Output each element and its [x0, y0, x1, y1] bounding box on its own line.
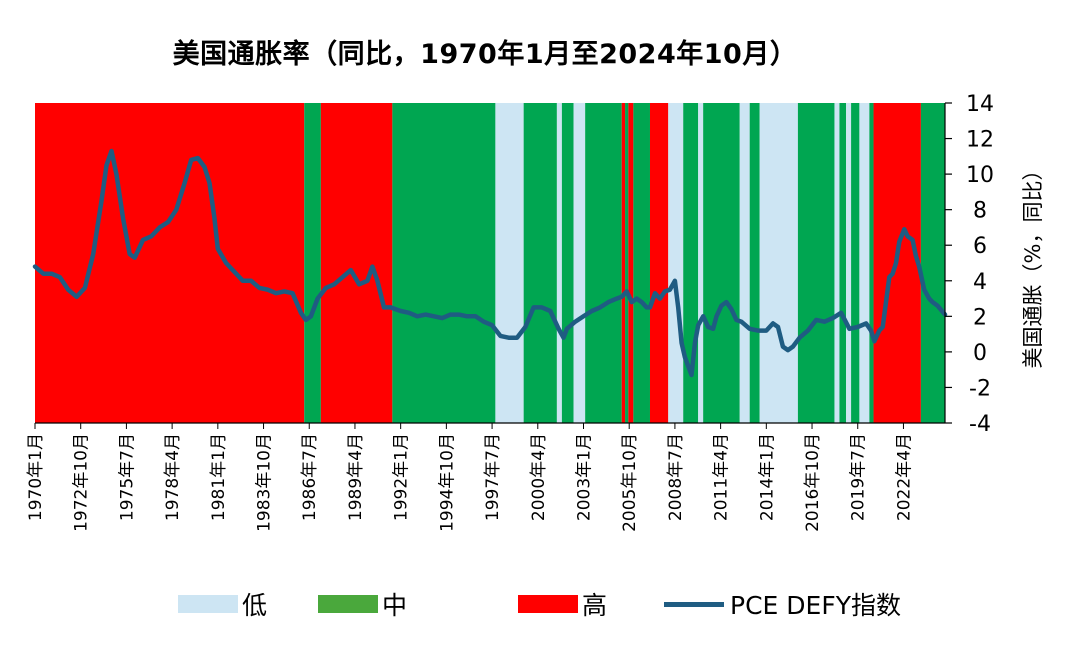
x-tick-label: 1992年1月: [392, 433, 412, 521]
x-tick-label: 2019年7月: [849, 433, 869, 521]
x-axis: 1970年1月 1972年10月 1975年7月 1978年4月 1981年1月 1983…: [26, 422, 945, 532]
regime-band-23: [834, 103, 840, 423]
legend-item-mid: 中: [318, 586, 407, 622]
regime-band-28: [869, 103, 874, 423]
x-tick-label: 2000年4月: [529, 433, 549, 521]
regime-band-27: [859, 103, 870, 423]
x-tick-label: 2022年4月: [894, 433, 914, 521]
x-tick-label: 2011年4月: [712, 433, 732, 521]
pce-line-group: [32, 148, 948, 378]
regime-band-7: [561, 103, 574, 423]
regime-band-19: [739, 103, 750, 423]
regime-band-22: [797, 103, 835, 423]
x-tick-label: 1994年10月: [437, 433, 457, 532]
regime-band-30: [920, 103, 945, 423]
x-tick-label: 2014年1月: [757, 433, 777, 521]
regime-band-25: [846, 103, 852, 423]
regime-band-14: [649, 103, 669, 423]
regime-band-3: [392, 103, 496, 423]
chart-title: 美国通胀率（同比，1970年1月至2024年10月）: [172, 39, 798, 70]
x-tick-label: 1978年4月: [163, 433, 183, 521]
x-tick-label: 1983年10月: [255, 433, 275, 532]
legend-label-high: 高: [582, 591, 608, 620]
x-tick-label: 1981年1月: [209, 433, 229, 521]
legend-label-low: 低: [242, 591, 268, 620]
y-tick-label: -4: [969, 412, 991, 437]
regime-band-24: [839, 103, 847, 423]
y-tick-label: 10: [966, 163, 994, 188]
regime-band-1: [304, 103, 321, 423]
x-tick-label: 1989年4月: [346, 433, 366, 521]
legend: 低 中 高 PCE DEFY指数: [0, 586, 1085, 622]
x-tick-label: 1997年7月: [483, 433, 503, 521]
y-tick-label: 8: [973, 199, 987, 224]
regime-band-0: [35, 103, 305, 423]
y-tick-label: 0: [973, 341, 987, 366]
legend-swatch-mid: [318, 595, 378, 613]
regime-band-15: [668, 103, 684, 423]
regime-band-17: [698, 103, 704, 423]
legend-swatch-high: [518, 595, 578, 613]
regime-band-10: [621, 103, 626, 423]
legend-item-low: 低: [178, 586, 267, 622]
regime-band-21: [759, 103, 798, 423]
regime-band-20: [749, 103, 760, 423]
y-tick-label: 4: [973, 270, 987, 295]
y-axis-label: 美国通胀（%，同比）: [1021, 160, 1045, 369]
legend-line-pce: [664, 601, 724, 607]
y-tick-label: 14: [966, 92, 994, 117]
y-tick-label: -2: [969, 376, 991, 401]
x-tick-label: 1970年1月: [26, 433, 46, 521]
x-tick-label: 2005年10月: [620, 433, 640, 532]
x-tick-label: 2003年1月: [575, 433, 595, 521]
regime-band-9: [585, 103, 622, 423]
y-axis: 14 12 10 8 6 4 2 0 -2 -4: [944, 92, 994, 437]
regime-band-4: [495, 103, 524, 423]
x-tick-label: 2016年10月: [803, 433, 823, 532]
y-tick-label: 12: [966, 128, 994, 153]
regime-band-2: [320, 103, 393, 423]
regime-band-8: [573, 103, 586, 423]
regime-band-5: [523, 103, 557, 423]
regime-band-6: [556, 103, 562, 423]
legend-label-mid: 中: [382, 591, 408, 620]
regime-bands: [35, 103, 945, 423]
y-tick-label: 2: [973, 305, 987, 330]
legend-item-high: 高: [518, 586, 607, 622]
legend-label-pce: PCE DEFY指数: [730, 591, 901, 620]
regime-band-11: [625, 103, 629, 423]
regime-band-12: [628, 103, 634, 423]
x-tick-label: 1975年7月: [117, 433, 137, 521]
regime-band-13: [633, 103, 650, 423]
x-tick-label: 2008年7月: [666, 433, 686, 521]
x-tick-label: 1986年7月: [300, 433, 320, 521]
regime-band-18: [703, 103, 740, 423]
regime-band-26: [851, 103, 860, 423]
y-tick-label: 6: [973, 234, 987, 259]
x-tick-label: 1972年10月: [72, 433, 92, 532]
legend-item-pce: PCE DEFY指数: [664, 586, 901, 622]
legend-swatch-low: [178, 595, 238, 613]
